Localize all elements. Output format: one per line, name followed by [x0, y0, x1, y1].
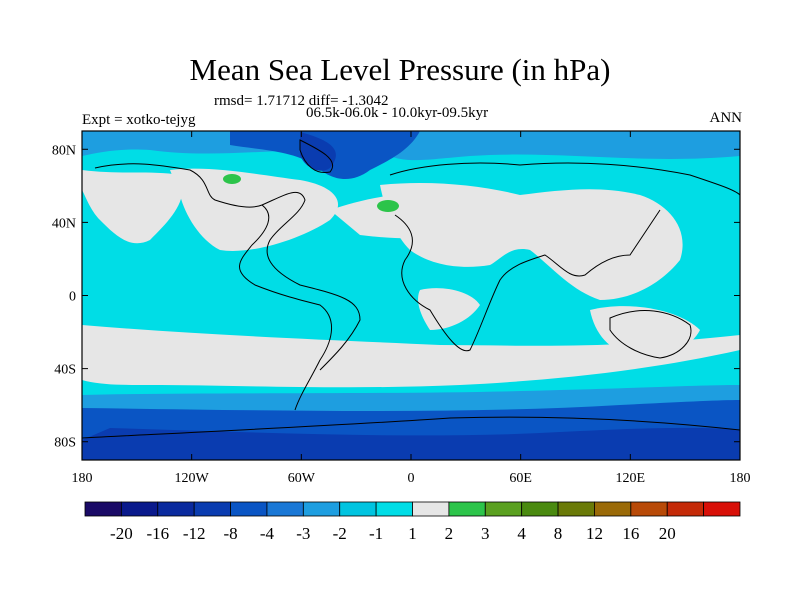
lat-tick-label: 40S [54, 363, 76, 378]
lon-tick-label: 0 [408, 471, 415, 486]
colorbar-swatch [448, 501, 486, 517]
greenland-deep-low-region [300, 132, 336, 171]
colorbar-swatch [375, 501, 413, 517]
lat-tick-label: 40N [52, 216, 76, 231]
colorbar-swatch [521, 501, 559, 517]
australia-coastline [609, 310, 692, 359]
colorbar-swatch [630, 501, 668, 517]
americas-west-coastline [94, 163, 333, 411]
colorbar-label: -12 [183, 524, 206, 543]
lon-tick-label: 180 [730, 471, 751, 486]
colorbar-label: 2 [445, 524, 454, 543]
colorbar-swatch [484, 501, 523, 517]
colorbar-swatch [266, 501, 304, 517]
colorbar-swatch [157, 501, 195, 517]
hudson-bay-positive-anomaly [223, 174, 241, 184]
colorbar-label: -2 [333, 524, 347, 543]
stats-line: rmsd= 1.71712 diff= -1.3042 [214, 93, 389, 109]
coastlines [82, 139, 740, 439]
lat-tick-label: 80N [52, 143, 76, 158]
lat-tick-label: 80S [54, 436, 76, 451]
north-pacific-neutral-region [82, 170, 183, 244]
lon-tick-label: 120W [175, 471, 210, 486]
africa-asia-coastline [394, 209, 661, 352]
antarctica-coastline [82, 416, 740, 439]
colorbar-swatch [230, 501, 268, 517]
colorbar-label: 8 [554, 524, 563, 543]
colorbar-label: -4 [260, 524, 275, 543]
colorbar-swatch [120, 501, 159, 517]
colorbar-label: 3 [481, 524, 490, 543]
colorbar-label: 20 [659, 524, 676, 543]
southern-africa-neutral-region [418, 288, 480, 330]
greenland-coastline [299, 139, 333, 174]
colorbar-label: -8 [223, 524, 237, 543]
plot-title: Mean Sea Level Pressure (in hPa) [189, 52, 611, 87]
colorbar-label: -20 [110, 524, 133, 543]
longitude-axis: 180 120W 60W 0 60E 120E 180 [72, 131, 751, 486]
americas-east-coastline [261, 191, 361, 371]
colorbar-label: 4 [517, 524, 526, 543]
colorbar-swatch [412, 501, 450, 517]
colorbar-swatch [666, 501, 705, 517]
colorbar-label: -3 [296, 524, 310, 543]
colorbar-label: 12 [586, 524, 603, 543]
antarctic-deep-low-band [82, 427, 740, 460]
colorbar-swatch [339, 501, 377, 517]
latitude-axis: 80N 40N 0 40S 80S [52, 143, 740, 451]
experiment-label: Expt = xotko-tejyg [82, 112, 196, 128]
colorbar-swatch [703, 501, 741, 517]
lon-tick-label: 120E [616, 471, 646, 486]
lon-tick-label: 60W [288, 471, 316, 486]
lon-tick-label: 180 [72, 471, 93, 486]
period-line: 06.5k-06.0k - 10.0kyr-09.5kyr [306, 105, 489, 121]
southern-subtropical-neutral-band [82, 325, 740, 388]
colorbar: -20 -16 -12 -8 -4 -3 -2 -1 1 2 3 4 8 12 16 20 [84, 501, 741, 543]
lon-tick-label: 60E [509, 471, 532, 486]
colorbar-label: -16 [146, 524, 169, 543]
colorbar-swatch [594, 501, 632, 517]
eurasia-north-coastline [389, 162, 740, 196]
colorbar-label: -1 [369, 524, 383, 543]
colorbar-swatch [557, 501, 595, 517]
eurasia-africa-neutral-region [380, 183, 683, 300]
colorbar-label: 16 [622, 524, 639, 543]
colorbar-swatch [84, 501, 122, 517]
europe-positive-anomaly [377, 200, 399, 212]
colorbar-swatch [193, 501, 231, 517]
colorbar-label: 1 [408, 524, 417, 543]
lat-tick-label: 0 [69, 290, 76, 305]
north-america-neutral-region [170, 168, 339, 251]
season-label: ANN [709, 110, 743, 126]
colorbar-swatch [302, 501, 341, 517]
